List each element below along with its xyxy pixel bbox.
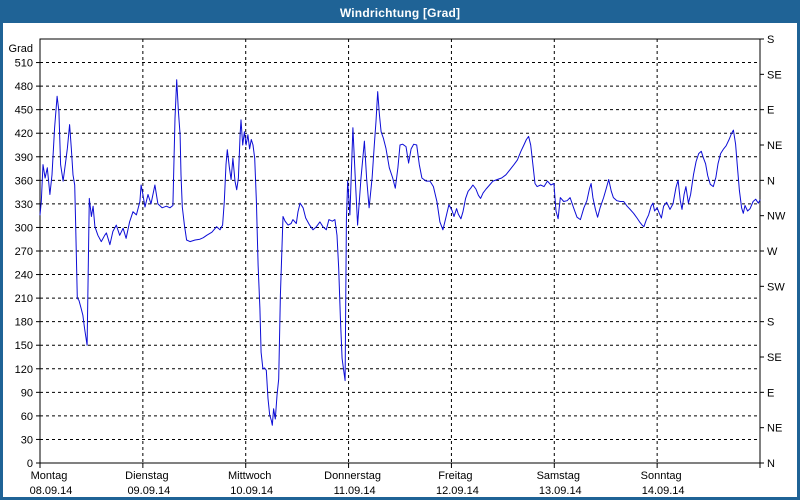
compass-axis-label: SE bbox=[767, 69, 782, 81]
x-axis-day-label: Donnerstag bbox=[324, 470, 381, 482]
x-axis-date-label: 13.09.14 bbox=[539, 485, 582, 497]
x-axis-date-label: 14.09.14 bbox=[642, 485, 685, 497]
y-axis-tick-label: 480 bbox=[15, 81, 33, 93]
y-axis-tick-label: 60 bbox=[21, 411, 33, 423]
x-axis-date-label: 10.09.14 bbox=[230, 485, 273, 497]
wind-chart-svg: 0 30 60 90 120 150 180 210 240 270 300 330 360 390 420… bbox=[3, 23, 797, 497]
y-axis-tick-label: 420 bbox=[15, 128, 33, 140]
compass-axis-label: S bbox=[767, 34, 774, 46]
y-axis-tick-label: 0 bbox=[27, 458, 33, 470]
wind-direction-line bbox=[39, 79, 761, 426]
y-axis-tick-label: 300 bbox=[15, 222, 33, 234]
compass-axis-label: N bbox=[767, 175, 775, 187]
compass-axis-label: S bbox=[767, 317, 774, 329]
y-axis-tick-label: 120 bbox=[15, 364, 33, 376]
x-axis-day-label: Mittwoch bbox=[228, 470, 271, 482]
y-axis-tick-label: 330 bbox=[15, 199, 33, 211]
x-axis-day-label: Freitag bbox=[438, 470, 472, 482]
y-axis-tick-label: 390 bbox=[15, 152, 33, 164]
compass-axis-label: SW bbox=[767, 281, 785, 293]
x-axis-date-label: 08.09.14 bbox=[30, 485, 73, 497]
compass-axis-label: NE bbox=[767, 423, 782, 435]
y-axis-caption: Grad bbox=[9, 43, 33, 55]
y-axis-tick-label: 30 bbox=[21, 434, 33, 446]
y-axis-tick-label: 360 bbox=[15, 175, 33, 187]
compass-axis-label: N bbox=[767, 458, 775, 470]
compass-axis-label: NW bbox=[767, 211, 786, 223]
y-axis-tick-label: 510 bbox=[15, 58, 33, 70]
compass-axis-label: W bbox=[767, 246, 778, 258]
x-axis-day-label: Sonntag bbox=[641, 470, 682, 482]
y-axis-tick-label: 180 bbox=[15, 317, 33, 329]
x-axis-date-label: 12.09.14 bbox=[436, 485, 479, 497]
x-axis-day-label: Dienstag bbox=[125, 470, 168, 482]
chart-area: 0 30 60 90 120 150 180 210 240 270 300 330 360 390 420… bbox=[3, 23, 797, 497]
x-axis-day-label: Montag bbox=[31, 470, 68, 482]
plot-background bbox=[3, 23, 797, 497]
y-axis-tick-label: 240 bbox=[15, 270, 33, 282]
y-axis-tick-label: 150 bbox=[15, 340, 33, 352]
x-axis-day-label: Samstag bbox=[537, 470, 580, 482]
compass-axis-label: E bbox=[767, 387, 774, 399]
x-axis-date-label: 11.09.14 bbox=[334, 485, 376, 497]
window-title: Windrichtung [Grad] bbox=[339, 6, 461, 20]
compass-axis-label: SE bbox=[767, 352, 782, 364]
title-bar: Windrichtung [Grad] bbox=[3, 3, 797, 23]
compass-axis-label: NE bbox=[767, 140, 782, 152]
y-axis-tick-label: 210 bbox=[15, 293, 33, 305]
y-axis-tick-label: 90 bbox=[21, 387, 33, 399]
y-axis-tick-label: 450 bbox=[15, 105, 33, 117]
x-axis-date-label: 09.09.14 bbox=[127, 485, 170, 497]
compass-axis-label: E bbox=[767, 105, 774, 117]
y-axis-tick-label: 270 bbox=[15, 246, 33, 258]
